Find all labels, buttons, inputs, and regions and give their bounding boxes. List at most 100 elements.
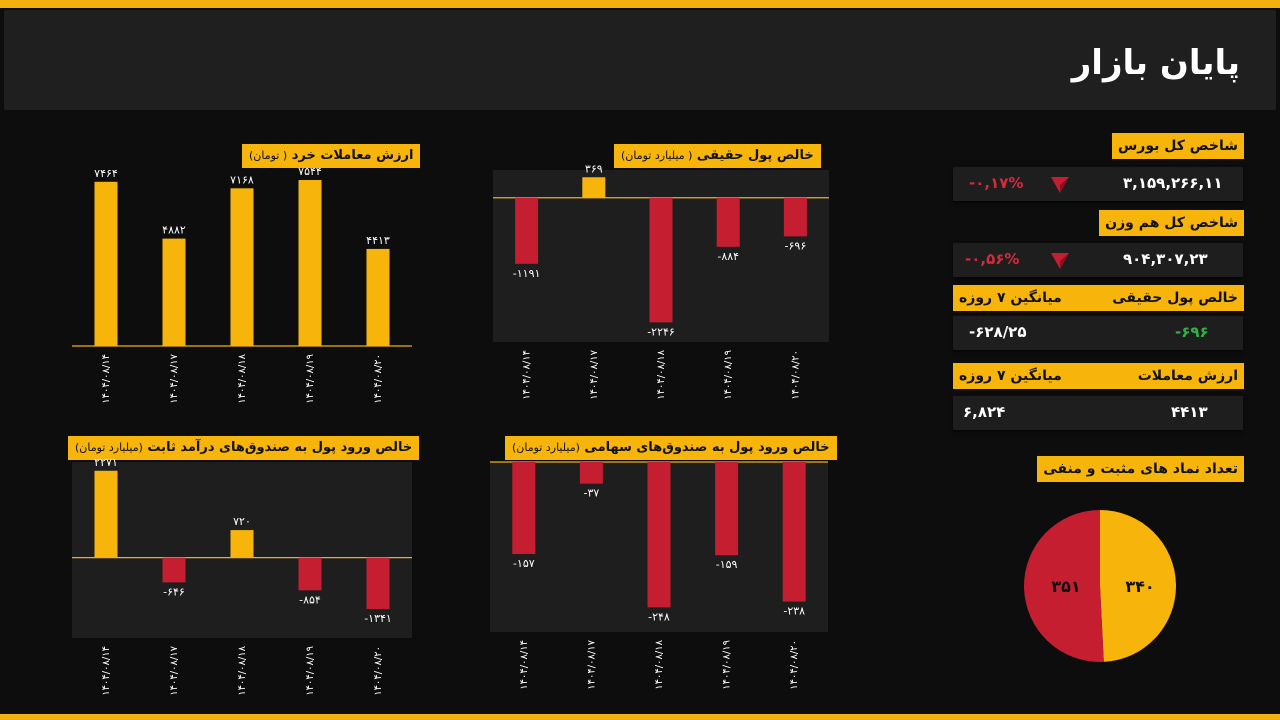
chart-group-retail: ۷۴۶۴ ۱۴۰۴/۰۸/۱۴ ۴۸۸۲ ۱۴۰۴/۰۸/۱۷ ۷۱۶۸ ۱۴۰۴/۰۸/… bbox=[72, 165, 412, 404]
chart-title-text: خالص ورود پول به صندوق‌های درآمد ثابت bbox=[147, 440, 413, 455]
real-flow-value: -۶۹۶ bbox=[1175, 323, 1209, 341]
bar bbox=[162, 557, 186, 583]
bar-value-label: -۸۸۴ bbox=[717, 250, 739, 263]
volume-label: ارزش معاملات bbox=[1137, 368, 1238, 384]
page-title: پایان بازار bbox=[1071, 43, 1240, 83]
bar-value-label: -۸۵۴ bbox=[299, 593, 321, 606]
bar bbox=[515, 197, 539, 264]
chart-group-equity: -۱۵۷ ۱۴۰۴/۰۸/۱۴ -۳۷ ۱۴۰۴/۰۸/۱۷ -۲۴۸ ۱۴۰۴/۰۸/۱… bbox=[490, 461, 828, 690]
top-accent-bar bbox=[0, 0, 1280, 8]
chart-title-realmoney: خالص پول حقیقی ( میلیارد تومان) bbox=[614, 144, 821, 168]
bar bbox=[783, 197, 807, 237]
bar bbox=[230, 188, 254, 346]
bar bbox=[715, 462, 739, 556]
chart-unit: (میلیارد تومان) bbox=[512, 441, 580, 454]
x-tick-label: ۱۴۰۴/۰۸/۱۴ bbox=[101, 646, 112, 696]
bar-value-label: ۴۴۱۳ bbox=[366, 234, 390, 247]
bar-value-label: ۴۸۸۲ bbox=[162, 224, 186, 237]
bar bbox=[94, 470, 118, 558]
equal-index-change: -۰,۵۶% bbox=[965, 250, 1020, 268]
bar bbox=[298, 557, 322, 591]
bar-value-label: -۲۴۸ bbox=[648, 610, 670, 623]
bar bbox=[579, 462, 603, 484]
real-flow-avg-label: میانگین ۷ روزه bbox=[959, 290, 1062, 306]
down-arrow-icon bbox=[1051, 177, 1069, 193]
chart-title-fixed: خالص ورود پول به صندوق‌های درآمد ثابت (م… bbox=[68, 436, 420, 460]
equal-index-value: ۹۰۴,۳۰۷,۲۳ bbox=[1123, 250, 1208, 268]
x-tick-label: ۱۴۰۴/۰۸/۲۰ bbox=[790, 350, 801, 400]
bar bbox=[582, 177, 606, 198]
bar bbox=[298, 180, 322, 346]
bar-value-label: -۶۹۶ bbox=[785, 239, 807, 252]
x-tick-label: ۱۴۰۴/۰۸/۱۷ bbox=[586, 639, 597, 689]
bar bbox=[366, 248, 390, 346]
chart-title-retail: ارزش معاملات خرد ( تومان) bbox=[242, 144, 421, 168]
volume-box: ۴۴۱۳ ۶,۸۲۴ bbox=[953, 396, 1243, 430]
total-index-change: -۰,۱۷% bbox=[969, 174, 1024, 192]
pie-slice-negative bbox=[1024, 510, 1104, 662]
x-tick-label: ۱۴۰۴/۰۸/۱۴ bbox=[101, 354, 112, 404]
bar-value-label: -۱۵۹ bbox=[716, 558, 738, 571]
x-tick-label: ۱۴۰۴/۰۸/۱۸ bbox=[656, 349, 667, 399]
x-tick-label: ۱۴۰۴/۰۸/۲۰ bbox=[373, 646, 384, 696]
total-index-value: ۳,۱۵۹,۲۶۶,۱۱ bbox=[1123, 174, 1223, 192]
bar-value-label: ۷۵۴۴ bbox=[298, 165, 322, 178]
pie-title: تعداد نماد های مثبت و منفی bbox=[1037, 456, 1244, 482]
bar bbox=[716, 197, 740, 247]
x-tick-label: ۱۴۰۴/۰۸/۱۹ bbox=[305, 646, 316, 696]
pie-label-positive: ۳۴۰ bbox=[1125, 577, 1154, 596]
x-tick-label: ۱۴۰۴/۰۸/۱۸ bbox=[237, 645, 248, 695]
bar-value-label: -۱۱۹۱ bbox=[513, 267, 541, 280]
x-tick-label: ۱۴۰۴/۰۸/۱۷ bbox=[169, 645, 180, 695]
real-flow-header: خالص پول حقیقی میانگین ۷ روزه bbox=[953, 285, 1244, 311]
chart-unit: ( میلیارد تومان) bbox=[621, 149, 693, 162]
equal-index-label: شاخص کل هم وزن bbox=[1099, 210, 1244, 236]
bar-value-label: ۷۱۶۸ bbox=[230, 173, 254, 186]
bar-value-label: -۲۳۸ bbox=[783, 605, 805, 618]
bar-value-label: ۳۶۹ bbox=[585, 162, 603, 175]
bar-value-label: ۷۴۶۴ bbox=[94, 167, 118, 180]
pie-label-negative: ۳۵۱ bbox=[1051, 577, 1080, 596]
pie-slice-positive bbox=[1100, 510, 1177, 662]
x-tick-label: ۱۴۰۴/۰۸/۱۹ bbox=[305, 354, 316, 404]
bar bbox=[366, 557, 390, 609]
x-tick-label: ۱۴۰۴/۰۸/۲۰ bbox=[373, 354, 384, 404]
total-index-box: ۳,۱۵۹,۲۶۶,۱۱ -۰,۱۷% bbox=[953, 167, 1243, 201]
x-tick-label: ۱۴۰۴/۰۸/۱۹ bbox=[723, 350, 734, 400]
x-tick-label: ۱۴۰۴/۰۸/۱۴ bbox=[522, 350, 533, 400]
equal-index-box: ۹۰۴,۳۰۷,۲۳ -۰,۵۶% bbox=[953, 243, 1243, 277]
chart-unit: ( تومان) bbox=[249, 149, 288, 162]
chart-group-realmoney: -۱۱۹۱ ۱۴۰۴/۰۸/۱۴ ۳۶۹ ۱۴۰۴/۰۸/۱۷ -۲۲۴۶ ۱۴۰۴/۰۸… bbox=[493, 162, 829, 400]
down-arrow-icon bbox=[1051, 253, 1069, 269]
pie-svg: ۳۴۰ ۳۵۱ bbox=[1024, 510, 1177, 662]
real-flow-box: -۶۹۶ -۶۲۸/۲۵ bbox=[953, 316, 1243, 350]
volume-header: ارزش معاملات میانگین ۷ روزه bbox=[953, 363, 1244, 389]
volume-avg: ۶,۸۲۴ bbox=[963, 403, 1006, 421]
bar bbox=[512, 462, 536, 555]
x-tick-label: ۱۴۰۴/۰۸/۱۷ bbox=[589, 349, 600, 399]
real-flow-label: خالص پول حقیقی bbox=[1112, 290, 1238, 306]
chart-title-text: خالص پول حقیقی bbox=[696, 148, 814, 163]
bar-value-label: -۱۳۴۱ bbox=[364, 612, 392, 625]
chart-title-equity: خالص ورود پول به صندوق‌های سهامی (میلیار… bbox=[505, 436, 837, 460]
volume-avg-label: میانگین ۷ روزه bbox=[959, 368, 1062, 384]
bar-value-label: -۶۴۶ bbox=[163, 585, 185, 598]
bar-value-label: ۲۲۷۱ bbox=[94, 456, 118, 469]
x-tick-label: ۱۴۰۴/۰۸/۲۰ bbox=[789, 640, 800, 690]
chart-title-text: ارزش معاملات خرد bbox=[291, 148, 414, 163]
bar bbox=[230, 530, 254, 558]
chart-group-fixed: ۲۲۷۱ ۱۴۰۴/۰۸/۱۴ -۶۴۶ ۱۴۰۴/۰۸/۱۷ ۷۲۰ ۱۴۰۴/۰۸/۱… bbox=[72, 456, 412, 696]
bar-value-label: -۱۵۷ bbox=[513, 557, 535, 570]
bar-value-label: -۳۷ bbox=[584, 487, 600, 500]
bar bbox=[649, 197, 673, 323]
header: پایان بازار bbox=[4, 10, 1276, 110]
volume-value: ۴۴۱۳ bbox=[1171, 403, 1208, 421]
bottom-accent-bar bbox=[0, 714, 1280, 720]
real-flow-avg: -۶۲۸/۲۵ bbox=[969, 323, 1027, 341]
bar-value-label: ۷۲۰ bbox=[233, 515, 251, 528]
bar bbox=[782, 462, 806, 602]
total-index-label: شاخص کل بورس bbox=[1111, 133, 1244, 159]
bar bbox=[162, 238, 186, 346]
chart-title-text: خالص ورود پول به صندوق‌های سهامی bbox=[584, 440, 830, 455]
